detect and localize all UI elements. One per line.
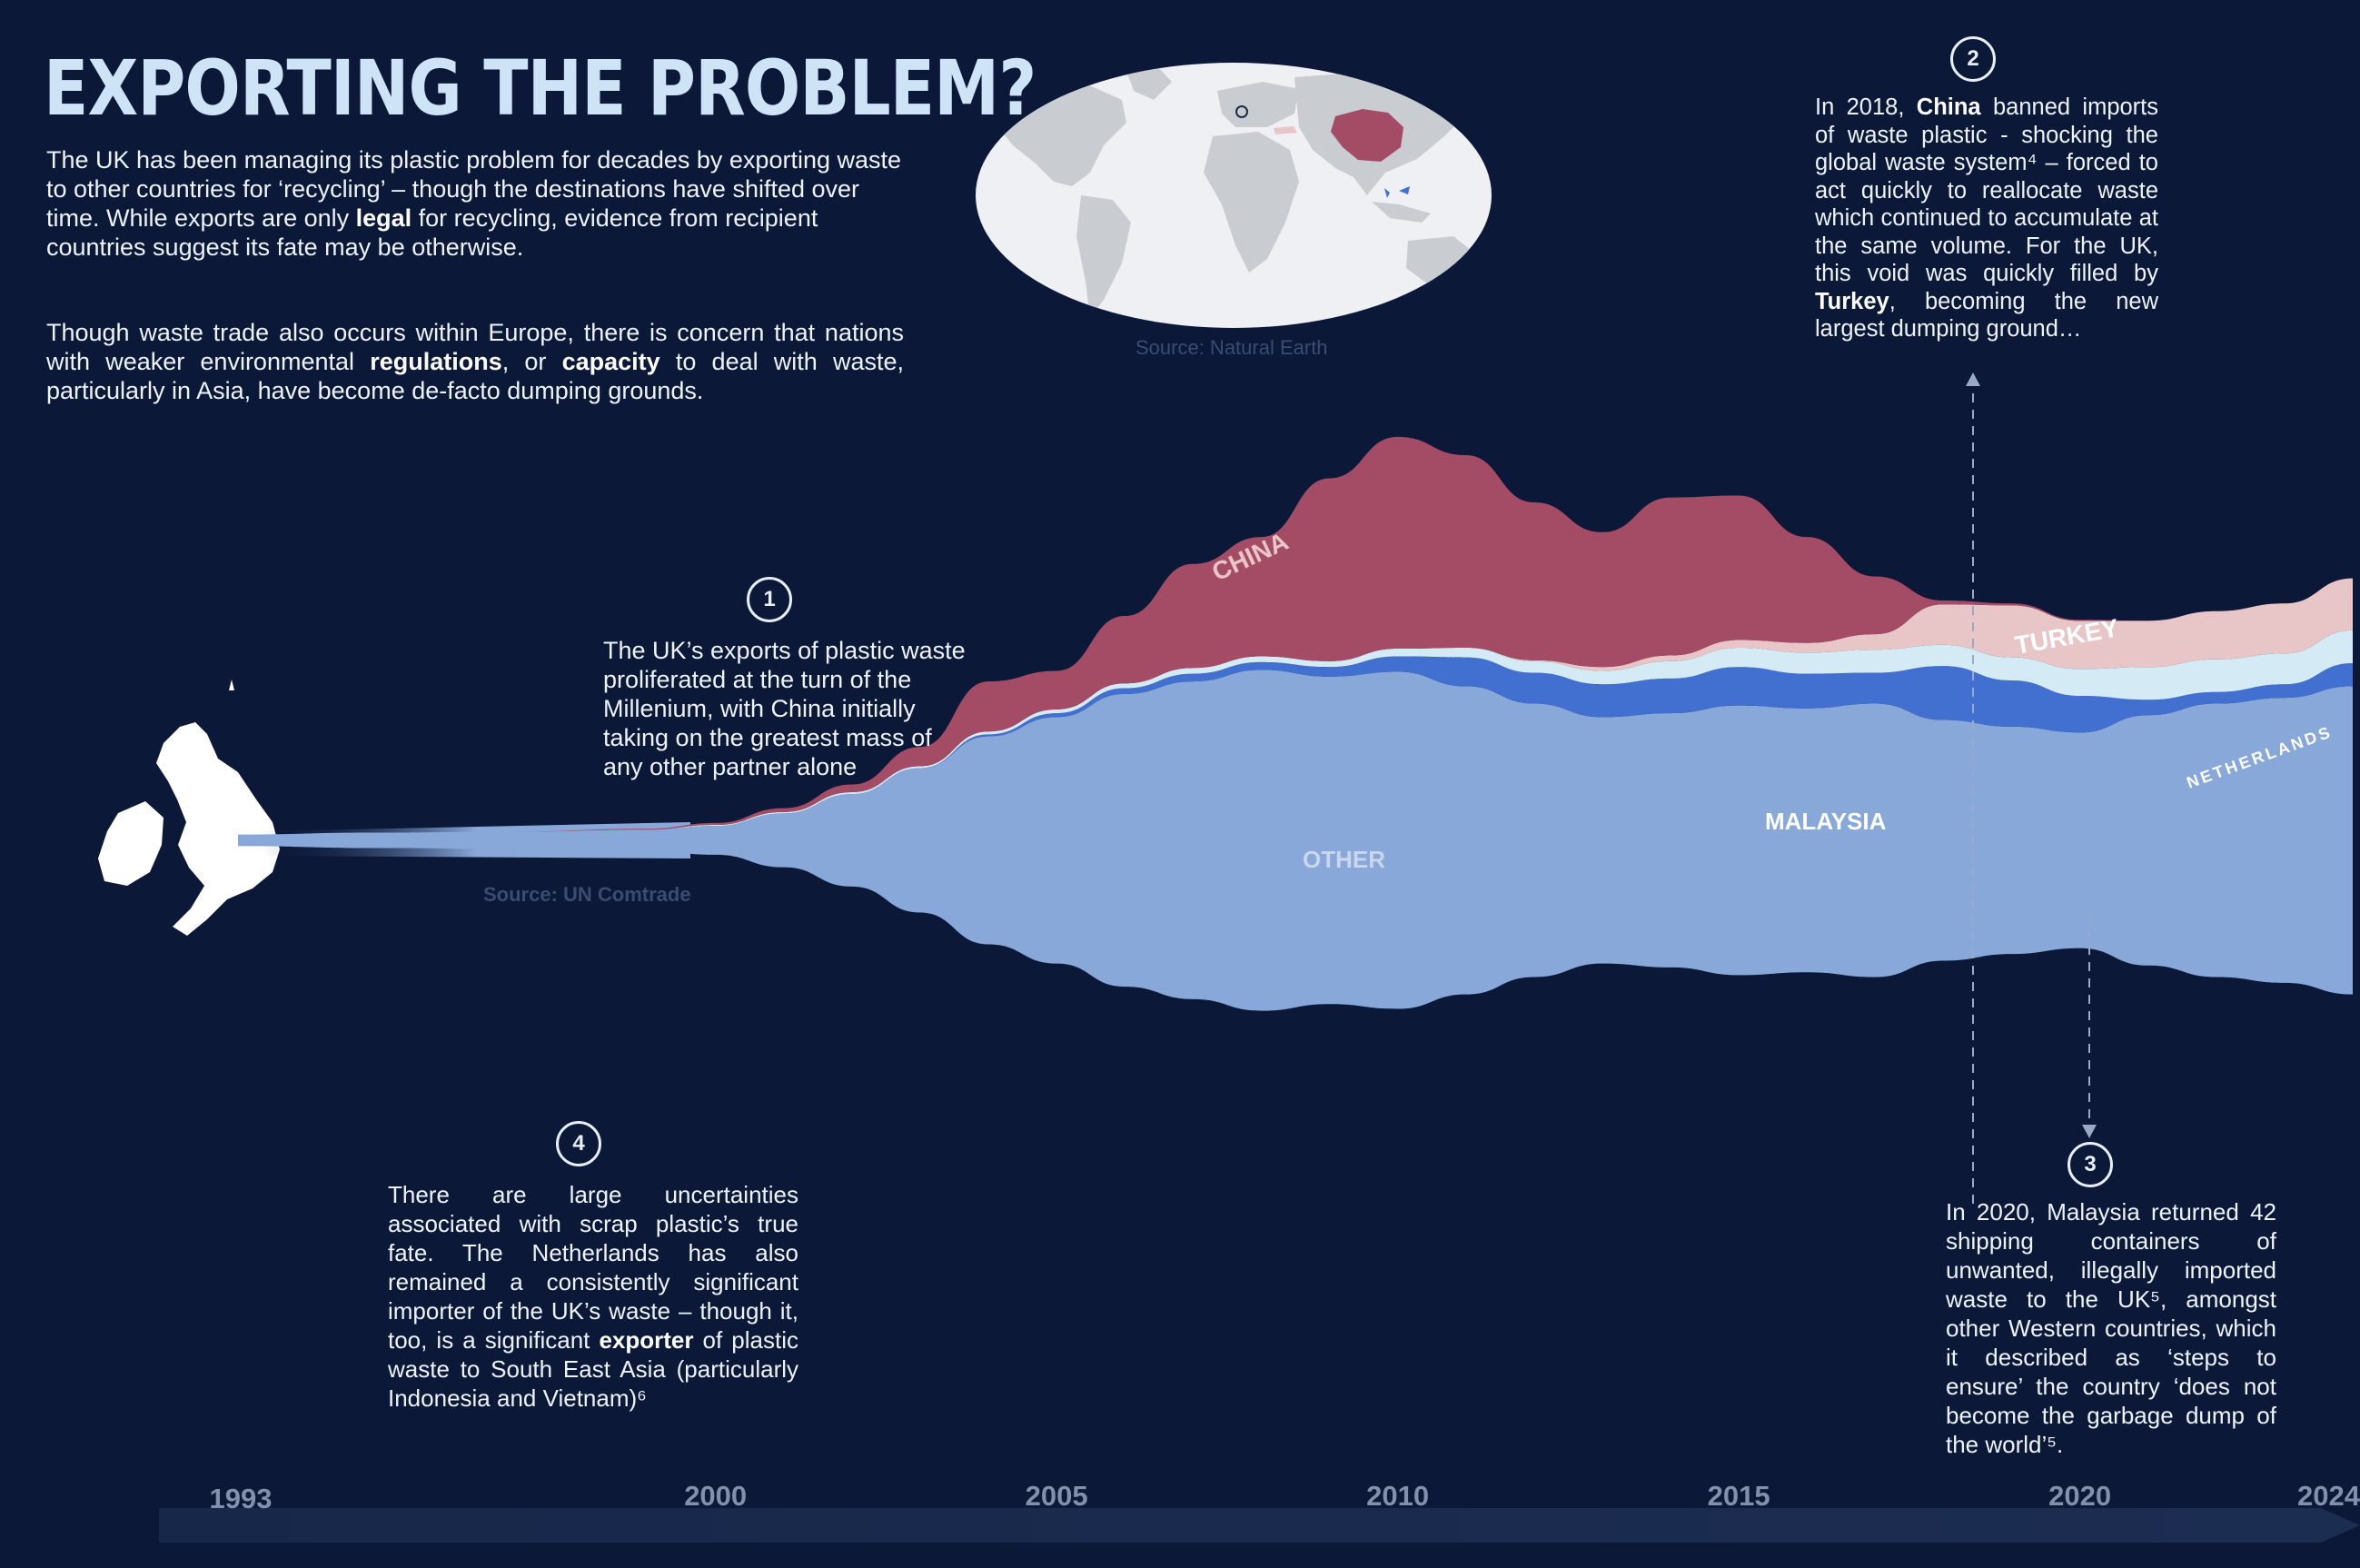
map-source-label: Source: Natural Earth [1135,336,1328,359]
world-map-inset [976,63,1492,328]
timeline-axis-arrowhead [2321,1508,2360,1543]
x-tick-label-2000: 2000 [684,1480,747,1512]
x-axis-ticks: 1993 2000 2005 2010 2015 2020 2024 [210,1480,2360,1514]
map-malaysia-highlight [1384,186,1410,198]
page-title: EXPORTING THE PROBLEM? [44,44,1036,133]
chart-source-label: Source: UN Comtrade [483,883,691,906]
annotation-2-arrow [1966,372,1980,386]
map-uk-marker [1235,105,1248,118]
intro-2-mid: , or [501,348,562,375]
stream-layer-malaysia [238,656,2353,835]
intro-2-text: Though waste trade also occurs within Eu… [46,319,904,375]
intro-1-bold: legal [355,204,412,232]
annotation-3-text: In 2020, Malaysia returned 42 shipping c… [1946,1198,2276,1458]
annotation-4-text: There are large uncertainties associated… [388,1180,798,1413]
stream-layer-other [238,670,2353,1011]
annotation-2-part-2: banned imports of waste plastic - shocki… [1815,94,2159,286]
annotation-3-marker: 3 [2067,1142,2113,1187]
annotation-2-marker: 2 [1950,36,1996,82]
intro-paragraph-1: The UK has been managing its plastic pro… [46,145,909,262]
annotation-2-text: In 2018, China banned imports of waste p… [1815,94,2158,343]
annotation-2-part-1: In 2018, [1815,94,1917,120]
map-south-america [1076,195,1131,318]
map-africa [1204,132,1299,273]
map-greenland [1126,67,1172,100]
timeline-axis-bar [159,1508,2321,1543]
annotation-2-bold-turkey: Turkey [1815,288,1889,314]
x-tick-label-2010: 2010 [1366,1480,1429,1512]
stream-layer-china [238,436,2353,835]
annotation-4-marker: 4 [556,1121,601,1166]
series-label-malaysia: MALAYSIA [1765,808,1887,835]
intro-2-bold-capacity: capacity [561,348,660,375]
annotation-2-part-3: , becoming the new largest dumping groun… [1815,288,2158,342]
stream-layers [238,436,2353,1011]
uk-silhouette-icon [98,680,280,936]
x-tick-label-1993: 1993 [210,1483,273,1514]
annotation-2-bold-china: China [1916,94,1981,120]
map-china-highlight [1331,109,1403,162]
annotation-4-part-1: There are large uncertainties associated… [388,1181,798,1354]
annotation-1-text: The UK’s exports of plastic waste prolif… [603,637,966,780]
annotation-4-part-2: of plastic waste to South East Asia (par… [388,1326,798,1412]
annotation-4-bold-exporter: exporter [599,1326,694,1354]
annotation-1-marker: 1 [747,577,792,622]
map-turkey-highlight [1274,126,1297,134]
intro-1-end: for recycling, evidence from recipient c… [46,204,818,261]
intro-paragraph-2: Though waste trade also occurs within Eu… [46,318,904,405]
intro-1-text: The UK has been managing its plastic pro… [46,146,902,232]
stream-layer-turkey [238,578,2353,835]
annotation-3-arrow [2082,1125,2097,1138]
x-tick-label-2005: 2005 [1026,1480,1088,1512]
intro-2-bold-regulations: regulations [370,348,502,375]
series-label-other: OTHER [1303,846,1385,873]
x-tick-label-2015: 2015 [1708,1480,1770,1512]
map-indonesia [1372,202,1431,223]
x-tick-label-2020: 2020 [2048,1480,2111,1512]
intro-2-end: to deal with waste, particularly in Asia… [46,348,904,404]
x-tick-label-2024: 2024 [2297,1480,2360,1512]
